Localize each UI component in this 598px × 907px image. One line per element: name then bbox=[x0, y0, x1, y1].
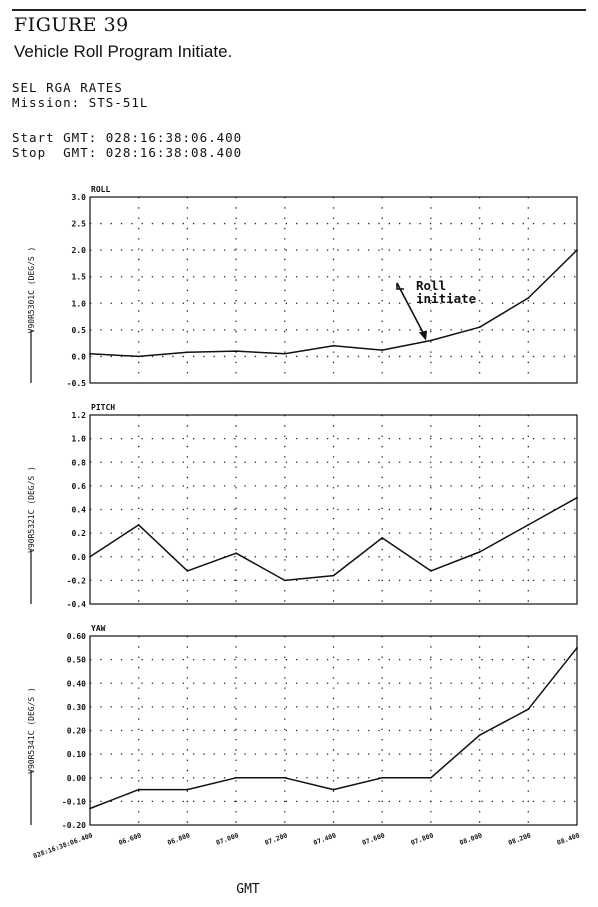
y-tick-label: 0.5 bbox=[72, 326, 87, 335]
y-axis-label: V90R5321C (DEG/S ) bbox=[27, 466, 36, 553]
x-tick-label: 08.400 bbox=[556, 831, 581, 847]
data-point bbox=[527, 297, 530, 299]
annotation-text: initiate bbox=[416, 291, 477, 306]
x-tick-label: 07.600 bbox=[361, 831, 386, 847]
y-tick-label: 0.8 bbox=[72, 458, 87, 467]
y-tick-label: 1.0 bbox=[72, 435, 87, 444]
y-tick-label: 0.20 bbox=[67, 727, 86, 736]
y-tick-label: 0.2 bbox=[72, 529, 87, 538]
data-point bbox=[381, 776, 384, 779]
data-point bbox=[89, 807, 91, 810]
y-tick-label: 0.50 bbox=[67, 656, 86, 665]
y-tick-label: 0.0 bbox=[72, 352, 87, 361]
x-tick-label: 07.400 bbox=[312, 831, 337, 847]
y-tick-label: -0.20 bbox=[62, 821, 86, 830]
y-tick-label: 2.5 bbox=[72, 220, 87, 229]
series-line bbox=[89, 647, 578, 810]
y-tick-label: 0.6 bbox=[72, 482, 87, 491]
figure-caption: Vehicle Roll Program Initiate. bbox=[14, 42, 233, 61]
data-point bbox=[137, 355, 140, 358]
x-axis-label: GMT bbox=[236, 882, 260, 897]
data-point bbox=[430, 570, 432, 572]
data-point bbox=[186, 788, 189, 791]
data-point bbox=[235, 552, 238, 555]
data-point bbox=[527, 523, 530, 526]
plot-frame bbox=[89, 414, 578, 605]
data-point bbox=[186, 351, 189, 354]
data-point bbox=[478, 551, 481, 553]
data-point bbox=[576, 646, 578, 649]
annotation-arrow-head bbox=[419, 330, 428, 341]
y-tick-label: 0.00 bbox=[67, 774, 86, 783]
data-point bbox=[283, 352, 286, 355]
plot-title: ROLL bbox=[91, 185, 110, 194]
y-tick-label: -0.2 bbox=[67, 576, 86, 585]
y-tick-label: 0.4 bbox=[72, 506, 87, 515]
annotation-text: Roll bbox=[416, 278, 446, 293]
data-point bbox=[332, 344, 335, 347]
data-point bbox=[137, 788, 140, 791]
x-tick-label: 06.800 bbox=[166, 831, 191, 847]
data-point bbox=[283, 776, 286, 779]
x-tick-label: 08.200 bbox=[507, 831, 532, 847]
y-tick-label: 3.0 bbox=[72, 193, 87, 202]
data-point bbox=[235, 350, 238, 353]
y-tick-label: -0.5 bbox=[67, 379, 86, 388]
data-point bbox=[332, 574, 335, 577]
data-point bbox=[478, 734, 481, 737]
data-point bbox=[235, 776, 238, 779]
y-tick-label: -0.10 bbox=[62, 797, 86, 806]
data-point bbox=[332, 788, 335, 791]
data-point bbox=[89, 352, 91, 355]
x-tick-label: 06.600 bbox=[118, 831, 143, 847]
plot-frame bbox=[89, 196, 578, 384]
data-point bbox=[381, 536, 384, 539]
data-point bbox=[576, 249, 578, 252]
data-point bbox=[137, 523, 140, 526]
data-point bbox=[478, 326, 481, 329]
figure-number: FIGURE 39 bbox=[14, 14, 129, 36]
x-tick-label: 07.200 bbox=[264, 831, 289, 847]
data-point bbox=[89, 555, 91, 558]
x-tick-label: 028:16:38:06.400 bbox=[32, 831, 94, 860]
data-point bbox=[186, 570, 189, 572]
y-tick-label: 2.0 bbox=[72, 246, 87, 255]
start-gmt: Start GMT: 028:16:38:06.400 bbox=[12, 130, 243, 145]
data-point bbox=[381, 349, 384, 351]
y-tick-label: 1.5 bbox=[72, 273, 87, 282]
y-tick-label: 1.0 bbox=[72, 299, 87, 308]
data-point bbox=[576, 496, 578, 499]
report-title: SEL RGA RATES bbox=[12, 80, 123, 95]
plot-title: YAW bbox=[91, 624, 106, 633]
x-tick-label: 07.800 bbox=[410, 831, 435, 847]
data-point bbox=[527, 708, 530, 711]
plot-title: PITCH bbox=[91, 403, 115, 412]
x-tick-label: 07.000 bbox=[215, 831, 240, 847]
y-tick-label: 0.10 bbox=[67, 750, 86, 759]
data-point bbox=[430, 776, 432, 779]
y-tick-label: -0.4 bbox=[67, 600, 86, 609]
plot-frame bbox=[89, 635, 578, 826]
stop-gmt: Stop GMT: 028:16:38:08.400 bbox=[12, 145, 243, 160]
data-point bbox=[283, 579, 286, 582]
y-axis-label: V90R5341C (DEG/S ) bbox=[27, 687, 36, 774]
data-point bbox=[430, 339, 432, 342]
annotation-arrow-line bbox=[396, 282, 425, 335]
y-tick-label: 0.30 bbox=[67, 703, 86, 712]
y-tick-label: 1.2 bbox=[72, 411, 87, 420]
mission-label: Mission: STS-51L bbox=[12, 95, 149, 110]
y-tick-label: 0.0 bbox=[72, 553, 87, 562]
y-tick-label: 0.40 bbox=[67, 679, 86, 688]
x-tick-label: 08.000 bbox=[458, 831, 483, 847]
top-rule bbox=[12, 9, 586, 11]
y-tick-label: 0.60 bbox=[67, 632, 86, 641]
y-axis-label: V90R5301C (DEG/S ) bbox=[27, 247, 36, 334]
